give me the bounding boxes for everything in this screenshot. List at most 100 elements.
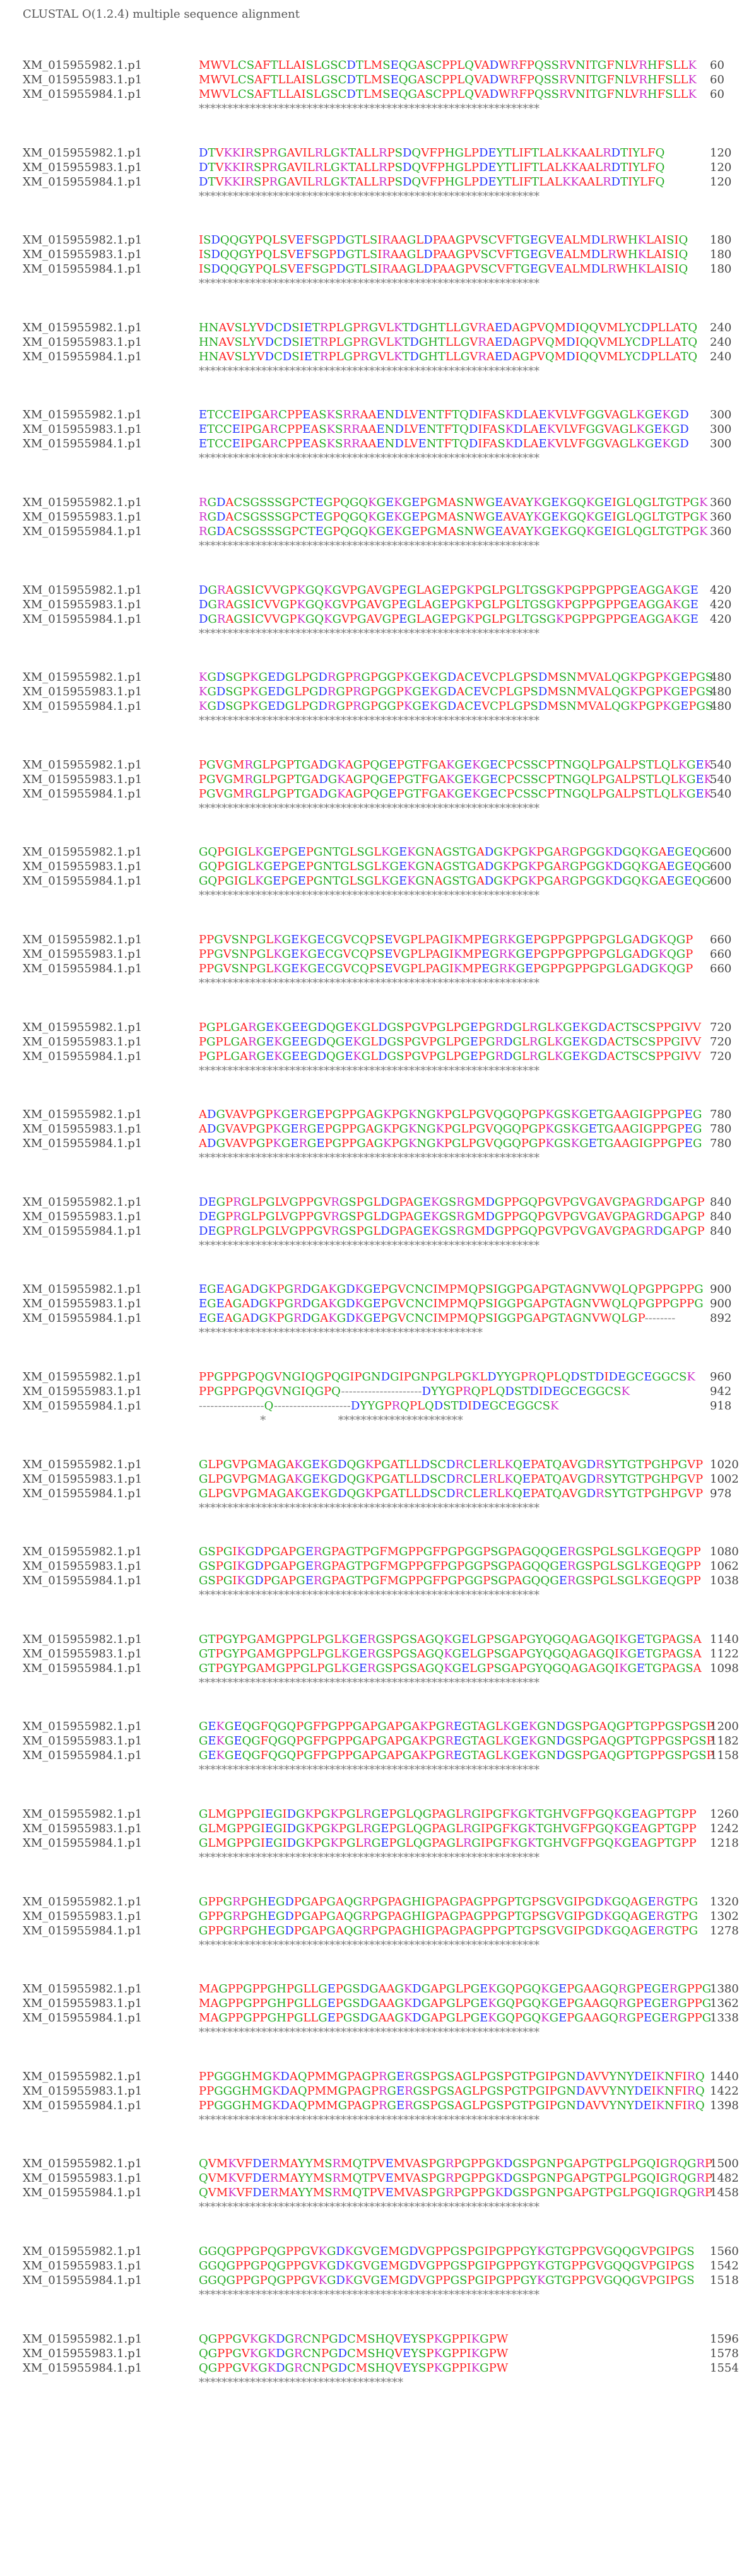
- residue-count: 840: [710, 1224, 732, 1238]
- sequence-residues: DEGPRGLPGLVGPPGVRGSPGLDGPAGEKGSRGMDGPPGQ…: [199, 1195, 705, 1209]
- sequence-row: XM_015955984.1.p1 GSPGIKGDPGAPGERGPAGTPGF…: [23, 1573, 739, 1588]
- consensus-row: ****************************************…: [23, 276, 731, 291]
- sequence-name: XM_015955982.1.p1: [23, 583, 143, 597]
- sequence-residues: HNAVSLYVDCDSIETRPLGPRGVLKTDGHTLLGVRAEDAG…: [199, 321, 698, 334]
- alignment-block: XM_015955982.1.p1 MWVLCSAFTLLAISLGSCDTLMS…: [23, 58, 724, 116]
- sequence-name: XM_015955982.1.p1: [23, 1808, 143, 1821]
- sequence-residues: GTPGYPGAMGPPGLPGLKGERGSPGSAGQKGELGPSGAPG…: [199, 1632, 702, 1646]
- sequence-name: XM_015955983.1.p1: [23, 1122, 143, 1136]
- sequence-name: XM_015955983.1.p1: [23, 2346, 143, 2360]
- sequence-name: XM_015955982.1.p1: [23, 2069, 143, 2083]
- sequence-row: XM_015955983.1.p1 RGDACSGSSSGPCTEGPQGQKGE…: [23, 510, 731, 524]
- residue-count: 900: [710, 1283, 732, 1297]
- sequence-name: XM_015955984.1.p1: [23, 700, 143, 714]
- consensus-symbols: ****************************************…: [199, 889, 540, 903]
- sequence-name: XM_015955984.1.p1: [23, 612, 143, 626]
- consensus-symbols: ****************************************…: [199, 277, 540, 291]
- sequence-name: XM_015955984.1.p1: [23, 525, 143, 538]
- consensus-row: ****************************************…: [23, 1326, 731, 1340]
- sequence-row: XM_015955982.1.p1 GSPGIKGDPGAPGERGPAGTPGF…: [23, 1544, 739, 1559]
- sequence-row: XM_015955983.1.p1 GTPGYPGAMGPPGLPGLKGERGS…: [23, 1647, 739, 1661]
- residue-count: 1518: [710, 2274, 739, 2287]
- sequence-residues: ISDQQGYPQLSVEFSGPDGTLSIRAAGLDPAAGPVSCVFT…: [199, 233, 688, 247]
- sequence-row: XM_015955983.1.p1 MWVLCSAFTLLAISLGSCDTLMS…: [23, 73, 724, 87]
- residue-count: 480: [710, 685, 732, 699]
- sequence-residues: KGDSGPKGEDGLPGDRGPRGPGGPKGEKGDACEVCPLGPS…: [199, 700, 714, 714]
- residue-count: 1242: [710, 1822, 739, 1835]
- consensus-row: ****************************************…: [23, 2200, 739, 2214]
- residue-count: 540: [710, 758, 732, 772]
- residue-count: 780: [710, 1122, 732, 1136]
- consensus-row: ****************************************…: [23, 1064, 731, 1078]
- alignment-block: XM_015955982.1.p1 RGDACSGSSSGPCTEGPQGQKGE…: [23, 495, 731, 553]
- residue-count: 1062: [710, 1560, 739, 1573]
- residue-count: 720: [710, 1020, 732, 1034]
- sequence-residues: GQPGIGLKGEPGEPGNTGLSGLKGEKGNAGSTGADGKPGK…: [199, 874, 711, 888]
- residue-count: 720: [710, 1035, 732, 1049]
- sequence-residues: PGPLGARGEKGEEGDQGEKGLDGSPGVPGLPGEPGRDGLR…: [199, 1035, 701, 1049]
- residue-count: 1038: [710, 1574, 739, 1588]
- residue-count: 540: [710, 787, 732, 801]
- sequence-residues: GTPGYPGAMGPPGLPGLKGERGSPGSAGQKGELGPSGAPG…: [199, 1647, 702, 1661]
- sequence-row: XM_015955982.1.p1 MWVLCSAFTLLAISLGSCDTLMS…: [23, 58, 724, 73]
- sequence-residues: MWVLCSAFTLLAISLGSCDTLMSEQGASCPPLQVADWRFP…: [199, 73, 697, 86]
- sequence-row: XM_015955983.1.p1 GLMGPPGIEGIDGKPGKPGLRGE…: [23, 1821, 739, 1836]
- consensus-symbols: ****************************************…: [199, 1676, 540, 1690]
- sequence-residues: RGDACSGSSSGPCTEGPQGQKGEKGEPGMASNWGEAVAYK…: [199, 525, 708, 538]
- sequence-residues: QGPPGVKGKDGRCNPGDCMSHQVEYSPKGPPIKGPW: [199, 2346, 509, 2360]
- consensus-symbols: ****************************************…: [199, 801, 540, 815]
- residue-count: 120: [710, 175, 732, 189]
- alignment-block: XM_015955982.1.p1 DGRAGSICVVGPKGQKGVPGAVG…: [23, 583, 731, 641]
- sequence-residues: QVMKVFDERMAYYMSRMQTPVEMVASPGRPGPPGKDGSPG…: [199, 2186, 713, 2200]
- residue-count: 840: [710, 1195, 732, 1209]
- sequence-row: XM_015955982.1.p1 DGRAGSICVVGPKGQKGVPGAVG…: [23, 583, 731, 597]
- sequence-residues: EGEAGADGKPGRDGAKGDKGEPGVCNCIMPMQPSIGGPGA…: [199, 1297, 704, 1311]
- sequence-row: XM_015955984.1.p1 KGDSGPKGEDGLPGDRGPRGPGG…: [23, 699, 731, 714]
- residue-count: 1080: [710, 1545, 739, 1559]
- sequence-name: XM_015955983.1.p1: [23, 1209, 143, 1223]
- sequence-name: XM_015955982.1.p1: [23, 845, 143, 859]
- sequence-residues: MWVLCSAFTLLAISLGSCDTLMSEQGASCPPLQVADWRFP…: [199, 88, 697, 101]
- consensus-row: ****************************************…: [23, 1588, 739, 1603]
- residue-count: 600: [710, 874, 732, 888]
- residue-count: 1020: [710, 1457, 739, 1471]
- alignment-block: XM_015955982.1.p1 GLPGVPGMAGAKGEKGDQGKPGA…: [23, 1457, 739, 1515]
- alignment-block: XM_015955982.1.p1 PGVGMRGLPGPTGADGKAGPQGE…: [23, 758, 731, 816]
- alignment-block: XM_015955982.1.p1 GLMGPPGIEGIDGKPGKPGLRGE…: [23, 1807, 739, 1865]
- sequence-name: XM_015955982.1.p1: [23, 1982, 143, 1996]
- consensus-row: ****************************************…: [23, 801, 731, 816]
- sequence-residues: MAGPPGPPGHPGLLGEPGSDGAAGKDGAPGLPGEKGQPGQ…: [199, 1982, 712, 1996]
- sequence-row: XM_015955982.1.p1 QVMKVFDERMAYYMSRMQTPVEM…: [23, 2156, 739, 2171]
- residue-count: 780: [710, 1108, 732, 1122]
- consensus-row: ****************************************…: [23, 189, 731, 204]
- consensus-symbols: ****************************************…: [199, 452, 540, 466]
- sequence-residues: GGQGPPGPQGPPGVKGDKGVGEMGDVGPPGSPGIPGPPGY…: [199, 2259, 695, 2273]
- sequence-row: XM_015955983.1.p1 ADGVAVPGPKGERGEPGPPGAGK…: [23, 1122, 731, 1136]
- sequence-row: XM_015955982.1.p1 PGPLGARGEKGEEGDQGEKGLDG…: [23, 1020, 731, 1035]
- consensus-row: ****************************************…: [23, 1151, 731, 1165]
- sequence-row: XM_015955983.1.p1 PPGPPGPQGVNGIQGPQ------…: [23, 1384, 731, 1399]
- consensus-row: ****************************************…: [23, 714, 731, 728]
- sequence-residues: MAGPPGPPGHPGLLGEPGSDGAAGKDGAPGLPGEKGQPGQ…: [199, 2011, 712, 2025]
- consensus-row: ****************************************…: [23, 1938, 739, 1953]
- residue-count: 600: [710, 860, 732, 874]
- residue-count: 1596: [710, 2332, 739, 2346]
- sequence-residues: DGRAGSICVVGPKGQKGVPGAVGPEGLAGEPGKPGLPGLT…: [199, 612, 699, 626]
- residue-count: 600: [710, 845, 732, 859]
- alignment-block: XM_015955982.1.p1 ETCCEIPGARCPPEASKSRRAAE…: [23, 408, 731, 466]
- consensus-symbols: ****************************************…: [199, 1938, 540, 1952]
- consensus-symbols: ****************************************…: [199, 2026, 540, 2040]
- residue-count: 1278: [710, 1924, 739, 1938]
- sequence-name: XM_015955984.1.p1: [23, 787, 143, 801]
- sequence-row: XM_015955982.1.p1 RGDACSGSSSGPCTEGPQGQKGE…: [23, 495, 731, 510]
- sequence-row: XM_015955984.1.p1 DEGPRGLPGLVGPPGVRGSPGLD…: [23, 1224, 731, 1238]
- sequence-name: XM_015955982.1.p1: [23, 1457, 143, 1471]
- sequence-name: XM_015955984.1.p1: [23, 437, 143, 451]
- sequence-residues: HNAVSLYVDCDSIETRPLGPRGVLKTDGHTLLGVRAEDAG…: [199, 335, 698, 349]
- sequence-name: XM_015955982.1.p1: [23, 1283, 143, 1297]
- sequence-name: XM_015955983.1.p1: [23, 1997, 143, 2011]
- residue-count: 942: [710, 1385, 732, 1398]
- sequence-row: XM_015955983.1.p1 DTVKKIRSPRGAVILRLGKTALL…: [23, 160, 731, 175]
- sequence-name: XM_015955982.1.p1: [23, 2157, 143, 2171]
- sequence-name: XM_015955983.1.p1: [23, 597, 143, 611]
